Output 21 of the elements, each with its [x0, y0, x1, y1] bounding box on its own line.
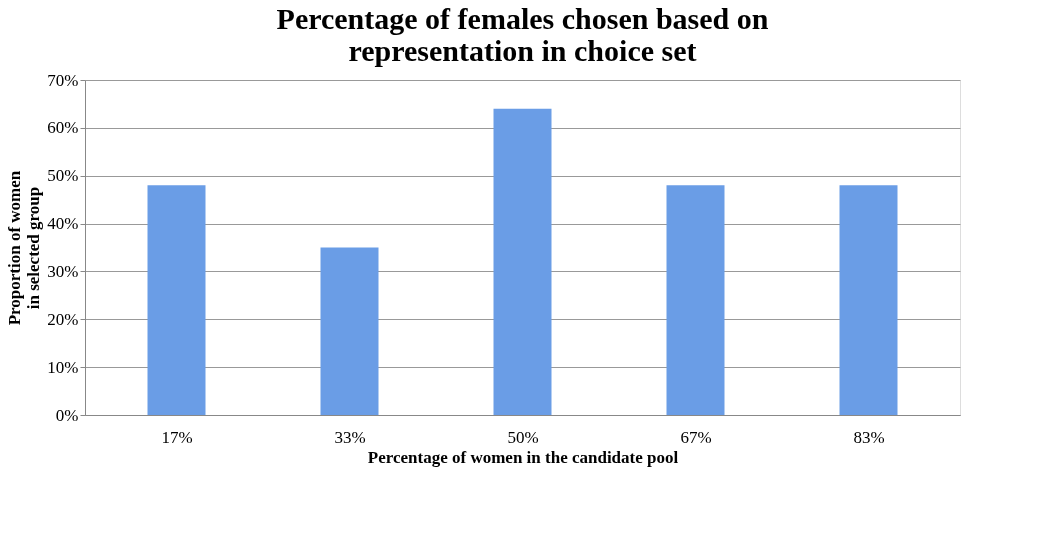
x-tick-label: 50% — [507, 427, 539, 447]
y-tick-label: 60% — [47, 118, 79, 138]
y-tick-label: 70% — [47, 70, 79, 90]
bar — [839, 185, 898, 415]
y-tick-label: 40% — [47, 214, 79, 234]
bar — [666, 185, 725, 415]
y-tick-label: 30% — [47, 261, 79, 281]
y-tick-label: 0% — [55, 405, 79, 425]
x-tick-label: 67% — [680, 427, 712, 447]
x-tick-label: 33% — [334, 427, 366, 447]
bar — [147, 185, 206, 415]
y-tick-label: 20% — [47, 309, 79, 329]
x-tick-label: 17% — [161, 427, 193, 447]
y-tick-label: 10% — [47, 357, 79, 377]
y-axis-title: Proportion of women in selected group — [5, 170, 44, 326]
chart-title: Percentage of females chosen based on representation in choice set — [276, 2, 769, 67]
bar — [320, 247, 379, 415]
x-tick-label: 83% — [853, 427, 885, 447]
y-tick-label: 50% — [47, 166, 79, 186]
bar — [493, 108, 552, 415]
x-axis-title: Percentage of women in the candidate pool — [367, 447, 679, 467]
